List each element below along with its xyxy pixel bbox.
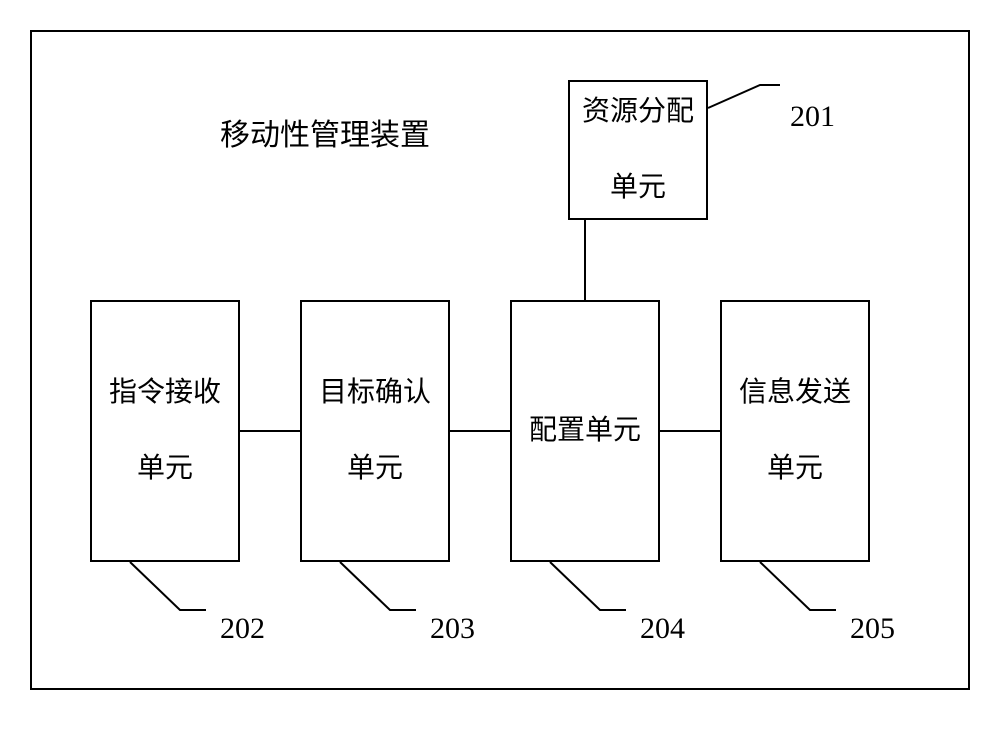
node-204-line1: 配置单元	[529, 412, 641, 450]
edge-203-204	[450, 430, 510, 432]
node-205-line1: 信息发送	[739, 374, 851, 412]
callout-201: 201	[790, 100, 835, 134]
node-201: 资源分配 单元	[568, 80, 708, 220]
callout-202: 202	[220, 612, 265, 646]
node-202-line2: 单元	[109, 450, 221, 488]
node-202-line1: 指令接收	[109, 374, 221, 412]
node-204: 配置单元	[510, 300, 660, 562]
callout-205: 205	[850, 612, 895, 646]
edge-201-204	[584, 220, 586, 300]
callout-203-text: 203	[430, 612, 475, 645]
node-203: 目标确认 单元	[300, 300, 450, 562]
node-205: 信息发送 单元	[720, 300, 870, 562]
node-201-line2: 单元	[582, 169, 694, 207]
node-203-line2: 单元	[319, 450, 431, 488]
callout-205-text: 205	[850, 612, 895, 645]
edge-204-205	[660, 430, 720, 432]
diagram-title-text: 移动性管理装置	[220, 119, 430, 152]
diagram-canvas: 移动性管理装置 资源分配 单元 指令接收 单元 目标确认 单元 配置单元 信息发…	[0, 0, 1000, 730]
callout-204-text: 204	[640, 612, 685, 645]
diagram-title: 移动性管理装置	[175, 110, 475, 154]
callout-201-text: 201	[790, 100, 835, 133]
node-202: 指令接收 单元	[90, 300, 240, 562]
node-203-line1: 目标确认	[319, 374, 431, 412]
node-201-line1: 资源分配	[582, 93, 694, 131]
edge-202-203	[240, 430, 300, 432]
callout-204: 204	[640, 612, 685, 646]
node-205-line2: 单元	[739, 450, 851, 488]
callout-203: 203	[430, 612, 475, 646]
callout-202-text: 202	[220, 612, 265, 645]
